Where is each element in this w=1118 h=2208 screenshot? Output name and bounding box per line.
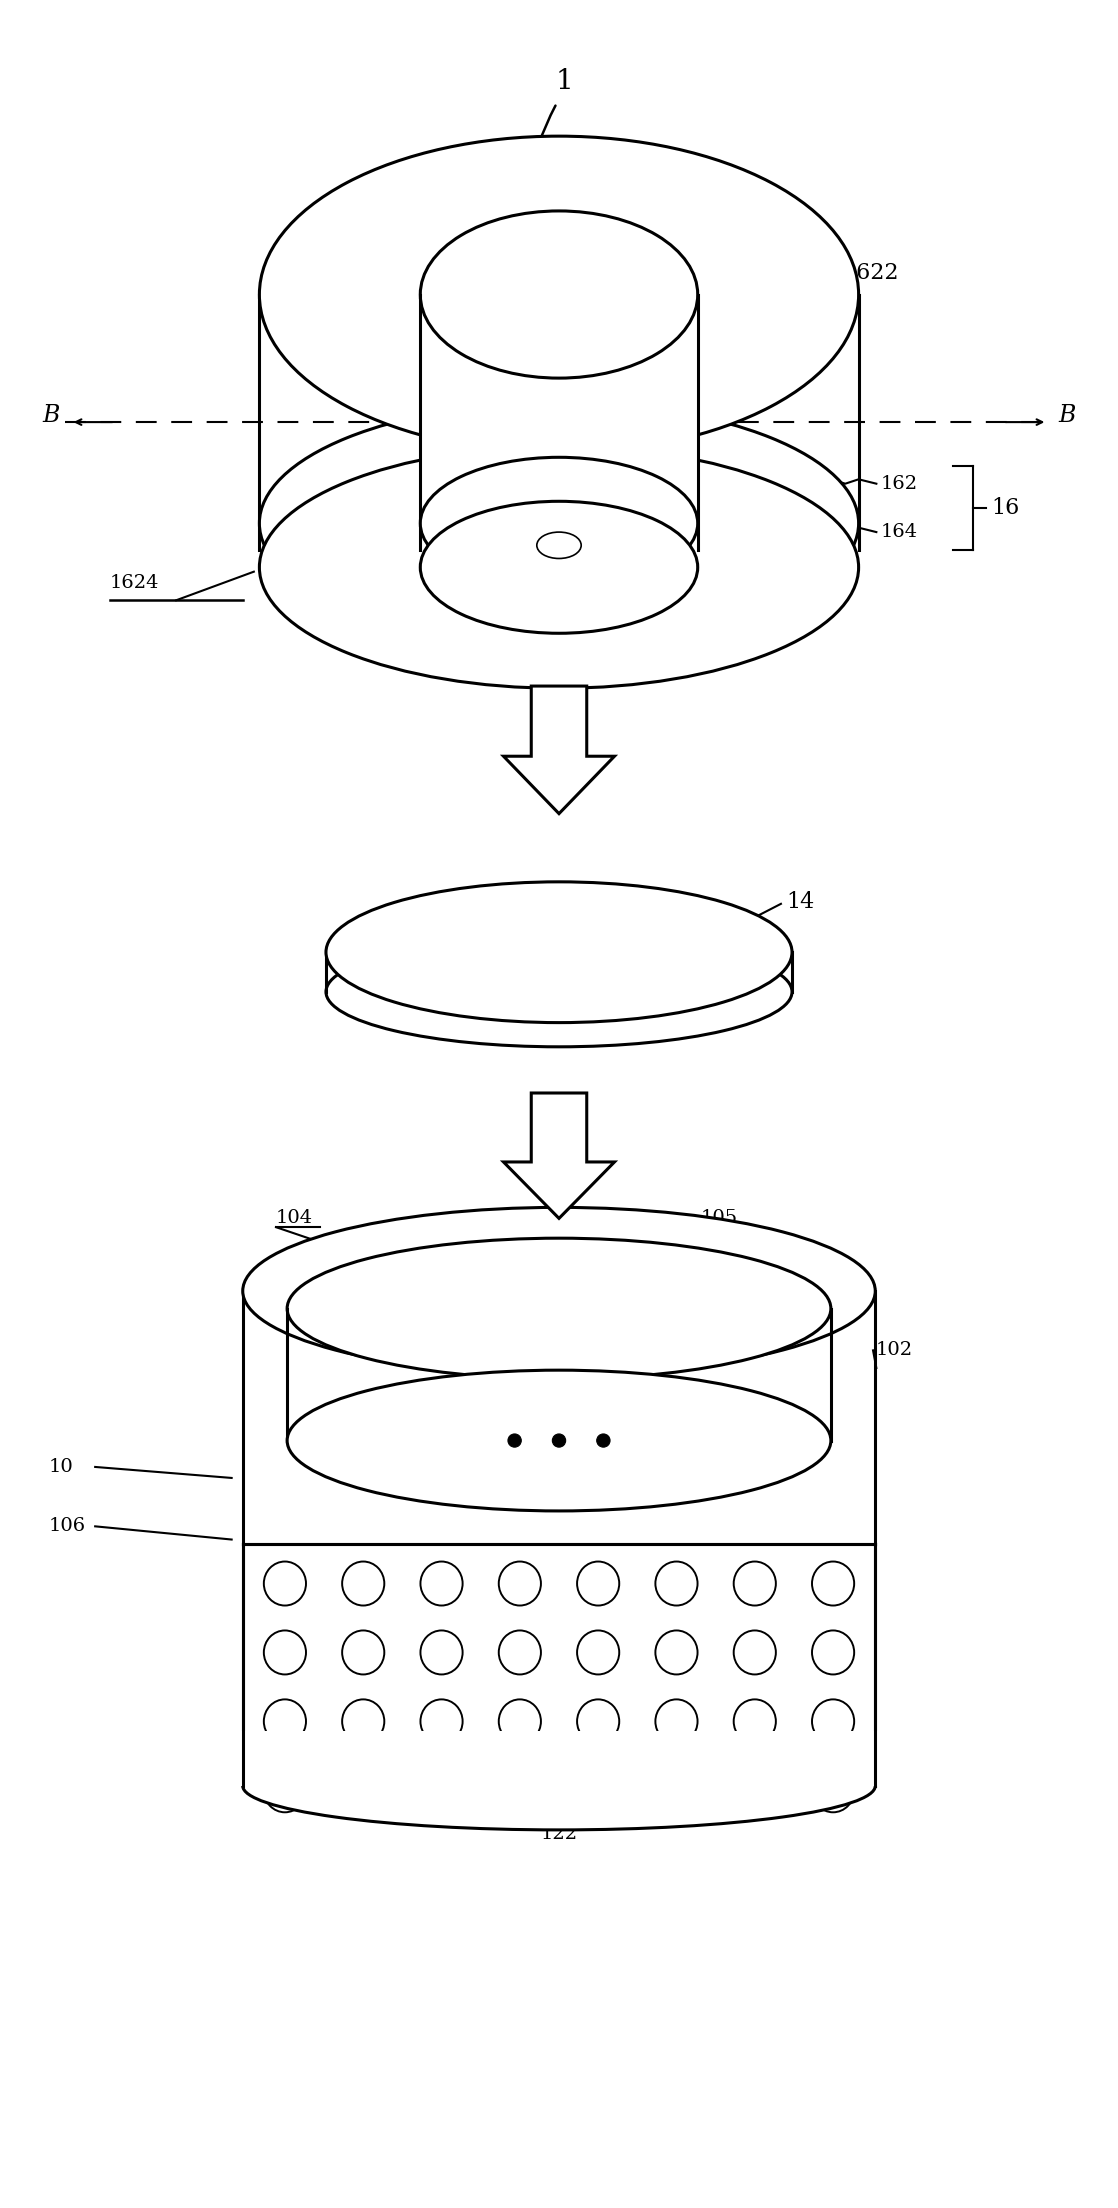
Ellipse shape [243,1742,875,1830]
Ellipse shape [499,1700,541,1744]
Ellipse shape [597,1433,610,1446]
Text: 105: 105 [701,1210,738,1228]
Ellipse shape [499,1561,541,1605]
Ellipse shape [243,1208,875,1376]
Ellipse shape [420,1561,463,1605]
Ellipse shape [577,1769,619,1813]
Text: B: B [1059,404,1076,426]
Ellipse shape [264,1630,306,1674]
Ellipse shape [733,1561,776,1605]
Text: 1: 1 [556,68,574,95]
Ellipse shape [326,881,792,1022]
Ellipse shape [812,1561,854,1605]
Polygon shape [503,1093,615,1219]
Ellipse shape [259,137,859,453]
Ellipse shape [287,1239,831,1380]
Ellipse shape [420,212,698,378]
Ellipse shape [655,1769,698,1813]
Ellipse shape [259,446,859,689]
Ellipse shape [342,1700,385,1744]
Ellipse shape [733,1700,776,1744]
Ellipse shape [499,1769,541,1813]
Ellipse shape [264,1700,306,1744]
Ellipse shape [577,1700,619,1744]
Text: 14: 14 [786,890,815,912]
Ellipse shape [342,1630,385,1674]
Text: 16: 16 [992,497,1020,519]
Text: 162: 162 [881,475,918,492]
Ellipse shape [287,1371,831,1510]
Text: 12: 12 [709,1722,733,1740]
Text: 122: 122 [540,1826,578,1844]
Ellipse shape [420,1700,463,1744]
Ellipse shape [259,402,859,645]
Ellipse shape [420,457,698,590]
Ellipse shape [420,501,698,634]
Ellipse shape [342,1561,385,1605]
Ellipse shape [264,1769,306,1813]
Ellipse shape [342,1769,385,1813]
Ellipse shape [733,1769,776,1813]
Polygon shape [243,1543,875,1786]
Ellipse shape [733,1630,776,1674]
Ellipse shape [812,1769,854,1813]
Polygon shape [503,687,615,813]
Ellipse shape [537,532,581,559]
Ellipse shape [264,1561,306,1605]
Ellipse shape [655,1561,698,1605]
Ellipse shape [812,1700,854,1744]
Ellipse shape [420,1630,463,1674]
Text: 10: 10 [48,1457,74,1475]
Ellipse shape [812,1630,854,1674]
Ellipse shape [499,1630,541,1674]
Text: 102: 102 [875,1342,912,1360]
Text: 164: 164 [881,523,918,541]
Ellipse shape [508,1433,521,1446]
Ellipse shape [326,936,792,1047]
Ellipse shape [420,1769,463,1813]
Ellipse shape [577,1630,619,1674]
Ellipse shape [655,1630,698,1674]
Text: B: B [42,404,59,426]
Text: 108: 108 [486,1217,524,1234]
Text: 1624: 1624 [110,574,159,592]
Text: 1622: 1622 [842,261,899,283]
Ellipse shape [577,1561,619,1605]
Text: 106: 106 [48,1517,86,1535]
Ellipse shape [552,1433,566,1446]
Polygon shape [420,294,698,550]
Ellipse shape [655,1700,698,1744]
Text: 104: 104 [276,1210,313,1228]
Polygon shape [231,1731,887,1786]
